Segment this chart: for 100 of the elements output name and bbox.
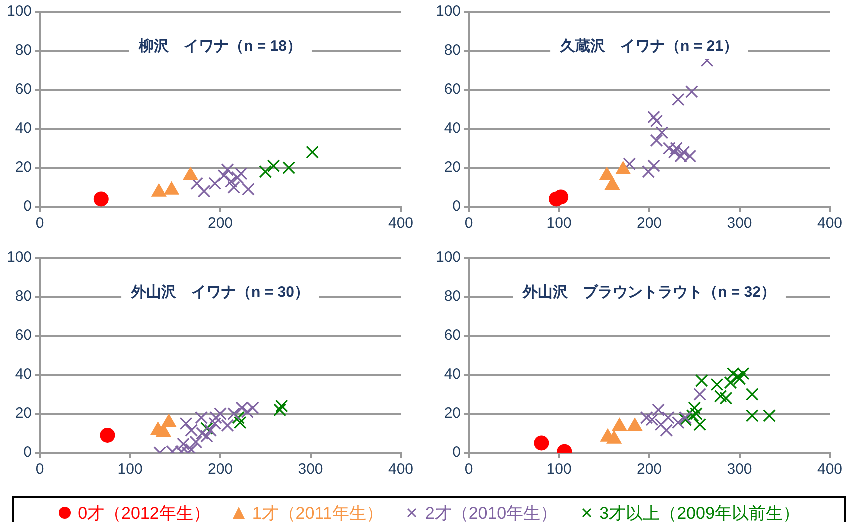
legend-label: 1才（2011年生） [252,502,384,522]
point [688,402,702,415]
x-tick-label: 0 [36,461,44,478]
point [650,114,664,128]
point [763,409,776,422]
point [224,175,238,188]
point [654,418,668,432]
point [656,126,669,140]
point [710,378,724,392]
x-tick-label: 100 [546,461,572,478]
text: 外山沢 ブラウントラウト（n = 32） [522,284,776,302]
x-tick-label: 200 [637,215,662,232]
y-tick-label: 20 [15,159,32,176]
legend-label: 2才（2010年生） [425,502,558,522]
point [623,158,636,171]
point [282,162,296,174]
point [259,165,272,178]
point [670,142,684,155]
y-tick-label: 60 [444,327,462,344]
point [746,388,759,401]
point [228,181,241,194]
point [640,411,654,424]
point [554,190,569,205]
x-tick-label: 200 [208,215,234,232]
y-tick-label: 40 [444,120,462,138]
y-tick-label: 20 [444,159,462,176]
y-tick-label: 40 [15,120,32,138]
point [714,390,728,403]
point [694,418,707,432]
x-tick-label: 400 [388,215,414,232]
x-tick-label: 100 [118,461,143,478]
x-tick-label: 0 [36,215,44,232]
text: 柳沢 イワナ（n = 18） [138,38,302,56]
y-tick-label: 60 [15,327,32,344]
point [694,388,707,401]
point [720,392,733,405]
point [221,163,234,176]
x-tick-label: 200 [208,461,234,478]
y-tick-label: 60 [15,81,32,98]
y-tick-label: 40 [444,366,462,384]
y-tick-label: 20 [15,405,32,422]
point [746,409,759,422]
x-tick-label: 300 [727,461,752,478]
point [94,192,109,207]
point [662,142,676,155]
x-tick-label: 300 [727,215,752,232]
y-tick-label: 0 [452,198,462,216]
point [646,413,659,426]
text: 久蔵沢 イワナ（n = 21） [560,38,738,56]
point [267,160,280,173]
point [648,160,660,173]
point [695,374,708,388]
point [190,177,204,190]
y-tick-label: 0 [24,444,32,462]
x-tick-label: 400 [817,461,843,478]
x-tick-label: 0 [464,215,474,232]
point [648,110,660,124]
point [677,146,690,159]
point [208,177,222,190]
y-tick-label: 100 [436,249,462,266]
legend-label: 3才以上（2009年以前生） [600,502,800,522]
y-tick-label: 100 [436,3,462,20]
y-tick-label: 0 [452,444,462,462]
point [198,184,211,198]
point [685,85,698,98]
y-tick-label: 80 [444,288,462,306]
point [690,408,703,420]
point [306,146,320,159]
point [234,167,248,180]
y-tick-label: 80 [15,42,32,60]
y-tick-label: 80 [15,288,32,306]
point [218,169,231,182]
point [642,165,656,178]
x-tick-label: 200 [637,461,662,478]
y-tick-label: 100 [6,249,32,266]
point [684,150,697,163]
point [652,404,665,417]
point [650,134,664,148]
point [668,146,682,159]
x-tick-label: 300 [298,461,324,478]
point [534,436,550,451]
legend-label: 0才（2012年生） [78,502,210,522]
y-tick-label: 20 [444,405,462,422]
point [672,416,685,430]
x-tick-label: 100 [546,215,572,232]
point [231,171,244,184]
y-tick-label: 40 [15,366,32,384]
x-tick-label: 400 [817,215,843,232]
x-tick-label: 0 [464,461,474,478]
point [674,150,688,163]
y-tick-label: 80 [444,42,462,60]
point [242,182,255,196]
point [686,409,700,422]
text: 外山沢 イワナ（n = 30） [130,284,310,302]
x-tick-label: 400 [388,461,414,478]
y-tick-label: 60 [444,81,462,98]
y-tick-label: 0 [24,198,32,216]
point [736,367,750,380]
point [672,93,685,106]
y-tick-label: 100 [6,3,32,20]
